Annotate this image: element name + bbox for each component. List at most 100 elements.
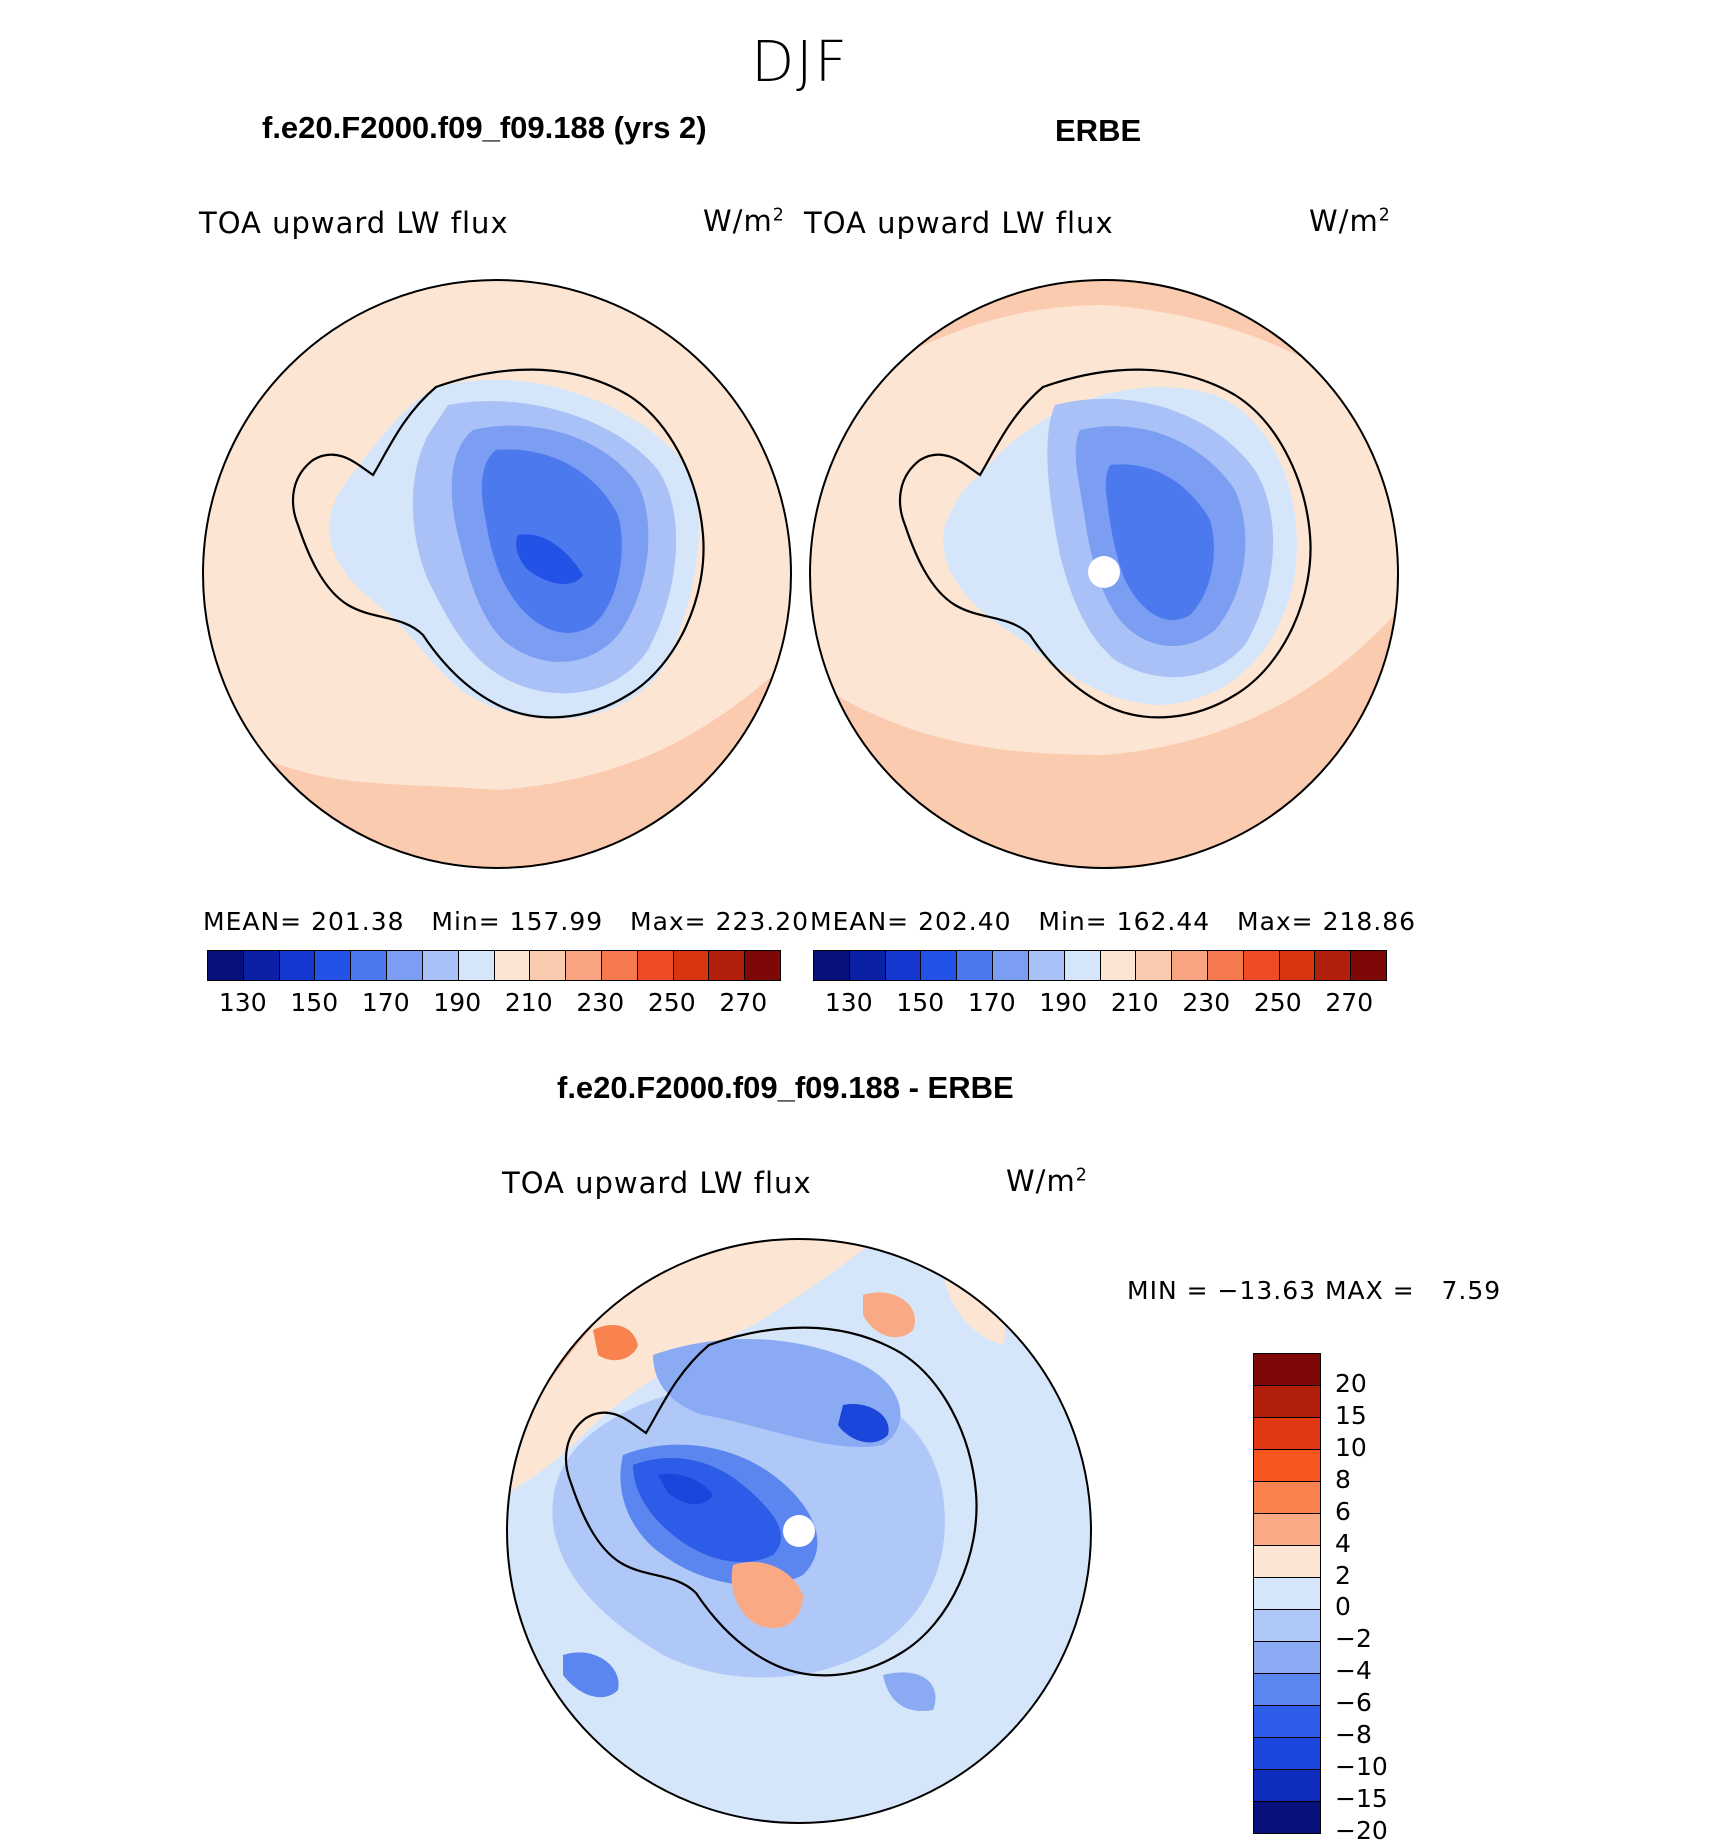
- mean-value: 201.38: [311, 907, 405, 936]
- flux-230-band: [810, 605, 1398, 868]
- colorbar-swatch: [673, 951, 710, 980]
- colorbar-swatch: [1254, 1610, 1320, 1642]
- obs-polar-map: [809, 279, 1399, 869]
- colorbar-swatch: [1254, 1514, 1320, 1546]
- colorbar-tick-label: 250: [647, 988, 696, 1017]
- colorbar-swatch: [1254, 1450, 1320, 1482]
- colorbar-tick-label: 150: [290, 988, 339, 1017]
- colorbar-swatch: [1254, 1674, 1320, 1706]
- model-units-label: W/m2: [703, 204, 785, 238]
- map-boundary: [506, 1238, 1092, 1824]
- colorbar-swatch: [993, 951, 1029, 980]
- min-value: 157.99: [509, 907, 604, 936]
- colorbar-swatch: [709, 951, 746, 980]
- colorbar-tick-label: −2: [1335, 1624, 1372, 1654]
- units-exponent: 2: [772, 205, 785, 226]
- units-text: W/m: [1006, 1164, 1076, 1198]
- colorbar-tick-label: 270: [1325, 988, 1374, 1017]
- colorbar-swatch: [1172, 951, 1208, 980]
- map-boundary: [809, 279, 1399, 869]
- diff-minus10-band: [658, 1473, 713, 1505]
- colorbar-tick-label: −6: [1335, 1688, 1372, 1718]
- flux-min-band: [516, 534, 583, 585]
- model-colorbar: [207, 950, 781, 981]
- diff-variable-label: TOA upward LW flux: [502, 1166, 812, 1200]
- mean-label: MEAN=: [203, 907, 303, 936]
- colorbar-tick-label: 2: [1335, 1560, 1351, 1590]
- colorbar-swatch: [208, 951, 244, 980]
- colorbar-swatch: [1254, 1770, 1320, 1802]
- colorbar-swatch: [566, 951, 602, 980]
- colorbar-tick-label: 150: [896, 988, 945, 1017]
- min-label: MIN =: [1127, 1276, 1209, 1305]
- colorbar-swatch: [1028, 951, 1065, 980]
- diff-minus6-band: [563, 1652, 619, 1698]
- max-value: 7.59: [1441, 1276, 1502, 1305]
- min-value: 162.44: [1116, 907, 1211, 936]
- model-polar-map: [202, 279, 792, 869]
- colorbar-swatch: [279, 951, 316, 980]
- colorbar-swatch: [745, 951, 780, 980]
- colorbar-tick-label: −8: [1335, 1720, 1372, 1750]
- diff-4-band: [731, 1561, 803, 1629]
- colorbar-swatch: [1279, 951, 1316, 980]
- units-text: W/m: [703, 204, 773, 238]
- colorbar-swatch: [1254, 1546, 1320, 1578]
- diff-stats: MIN = −13.63 MAX = 7.59: [1127, 1276, 1501, 1305]
- colorbar-swatch: [494, 951, 531, 980]
- colorbar-swatch: [1315, 951, 1352, 980]
- colorbar-tick-label: 190: [433, 988, 482, 1017]
- colorbar-tick-label: −4: [1335, 1656, 1372, 1686]
- colorbar-tick-label: 270: [719, 988, 768, 1017]
- colorbar-tick-label: 20: [1335, 1368, 1367, 1398]
- diff-4-band: [863, 1292, 915, 1338]
- mean-value: 202.40: [918, 907, 1012, 936]
- colorbar-swatch: [243, 951, 280, 980]
- max-label: Max=: [1237, 907, 1314, 936]
- colorbar-swatch: [351, 951, 388, 980]
- colorbar-tick-label: 130: [824, 988, 873, 1017]
- colorbar-tick-label: 250: [1253, 988, 1302, 1017]
- colorbar-swatch: [814, 951, 850, 980]
- min-value: −13.63: [1217, 1276, 1317, 1305]
- max-label: MAX =: [1324, 1276, 1415, 1305]
- colorbar-swatch: [1254, 1386, 1320, 1418]
- max-label: Max=: [630, 907, 707, 936]
- colorbar-swatch: [387, 951, 423, 980]
- colorbar-swatch: [422, 951, 459, 980]
- max-value: 218.86: [1322, 907, 1417, 936]
- model-variable-label: TOA upward LW flux: [199, 206, 509, 240]
- units-exponent: 2: [1378, 205, 1391, 226]
- colorbar-swatch: [1207, 951, 1244, 980]
- diff-minus10-band: [838, 1404, 889, 1443]
- colorbar-tick-label: −10: [1335, 1752, 1388, 1782]
- colorbar-swatch: [957, 951, 994, 980]
- diff-6-band: [593, 1325, 638, 1361]
- mean-label: MEAN=: [810, 907, 910, 936]
- flux-130-band: [481, 449, 622, 633]
- colorbar-swatch: [315, 951, 352, 980]
- colorbar-swatch: [1254, 1482, 1320, 1514]
- colorbar-tick-label: 0: [1335, 1592, 1351, 1622]
- colorbar-swatch: [637, 951, 674, 980]
- colorbar-swatch: [1243, 951, 1280, 980]
- colorbar-tick-label: 15: [1335, 1400, 1367, 1430]
- colorbar-tick-label: −15: [1335, 1784, 1388, 1814]
- diff-2-band: [943, 1275, 1005, 1345]
- colorbar-swatch: [1254, 1354, 1320, 1386]
- colorbar-tick-label: 230: [576, 988, 625, 1017]
- colorbar-tick-label: 210: [504, 988, 553, 1017]
- colorbar-tick-label: 130: [218, 988, 267, 1017]
- colorbar-tick-label: 8: [1335, 1464, 1351, 1494]
- map-boundary: [202, 279, 792, 869]
- obs-units-label: W/m2: [1309, 204, 1391, 238]
- obs-colorbar: [813, 950, 1387, 981]
- colorbar-tick-label: 170: [361, 988, 410, 1017]
- max-value: 223.20: [715, 907, 810, 936]
- flux-130-band: [1105, 464, 1214, 621]
- diff-colorbar: [1253, 1353, 1321, 1834]
- colorbar-swatch: [1254, 1418, 1320, 1450]
- season-title: DJF: [751, 30, 849, 95]
- obs-panel-title: ERBE: [1055, 113, 1142, 148]
- min-label: Min=: [431, 907, 501, 936]
